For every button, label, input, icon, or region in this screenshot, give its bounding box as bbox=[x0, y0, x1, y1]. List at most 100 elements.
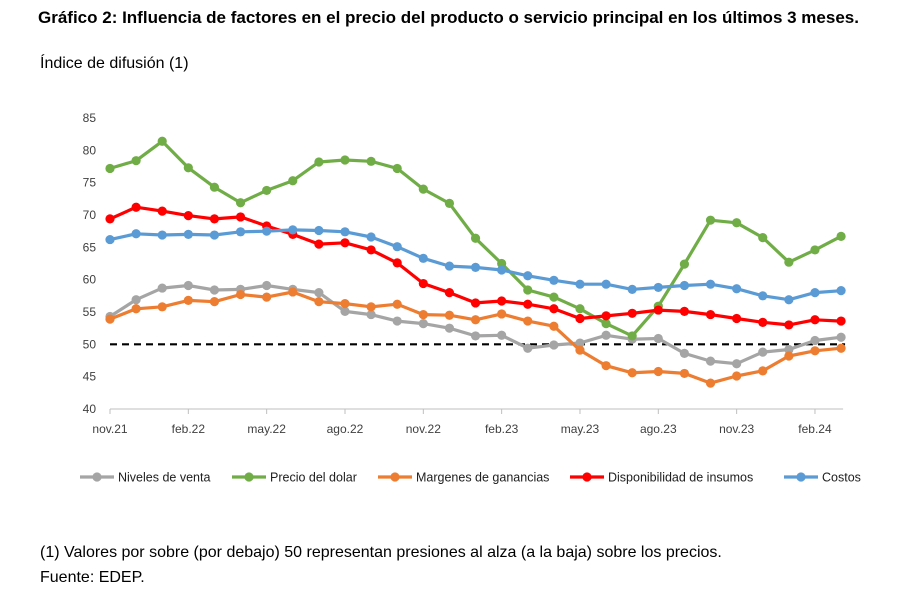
data-point bbox=[784, 344, 794, 355]
data-point bbox=[758, 317, 768, 327]
data-point bbox=[209, 182, 220, 192]
y-tick-label: 50 bbox=[83, 337, 97, 351]
data-point bbox=[366, 156, 376, 166]
data-point bbox=[810, 245, 820, 255]
data-point bbox=[497, 309, 507, 319]
footnote-explanation: (1) Valores por sobre (por debajo) 50 re… bbox=[40, 544, 722, 561]
data-point bbox=[209, 230, 220, 240]
data-point bbox=[157, 206, 167, 216]
legend-swatch-marker bbox=[582, 472, 592, 482]
data-point bbox=[575, 304, 585, 314]
legend-swatch-marker bbox=[796, 472, 806, 482]
data-point bbox=[732, 284, 742, 294]
data-point bbox=[705, 309, 716, 320]
data-point bbox=[549, 304, 559, 314]
data-point bbox=[235, 289, 246, 300]
legend-entry-label: Disponibilidad de insumos bbox=[608, 471, 753, 485]
data-point bbox=[549, 340, 559, 350]
x-tick-label: feb.23 bbox=[485, 422, 519, 436]
x-tick-label: nov.22 bbox=[406, 422, 441, 436]
x-tick-label: feb.24 bbox=[798, 422, 832, 436]
data-point bbox=[653, 282, 663, 293]
data-point bbox=[183, 211, 193, 221]
data-point bbox=[523, 316, 533, 326]
data-point bbox=[340, 306, 350, 316]
data-point bbox=[288, 225, 298, 235]
data-point bbox=[836, 316, 846, 326]
data-point bbox=[758, 366, 768, 376]
data-point bbox=[444, 198, 455, 208]
data-point bbox=[679, 348, 690, 358]
data-point bbox=[653, 305, 663, 315]
data-point bbox=[340, 238, 350, 248]
data-point bbox=[627, 368, 637, 378]
data-point bbox=[810, 335, 820, 346]
data-point bbox=[784, 257, 794, 267]
data-point bbox=[131, 229, 141, 239]
data-point bbox=[157, 230, 167, 240]
data-point bbox=[836, 332, 846, 342]
data-point bbox=[732, 313, 742, 324]
data-point bbox=[705, 378, 716, 388]
data-point bbox=[784, 295, 794, 305]
data-point bbox=[314, 297, 324, 307]
data-point bbox=[732, 218, 742, 228]
data-point bbox=[705, 356, 716, 366]
data-point bbox=[758, 347, 768, 357]
series-line-0 bbox=[109, 283, 842, 366]
y-tick-label: 65 bbox=[83, 240, 97, 254]
data-point bbox=[810, 315, 820, 325]
data-point bbox=[183, 280, 193, 291]
data-point bbox=[314, 288, 324, 298]
footnotes: (1) Valores por sobre (por debajo) 50 re… bbox=[40, 540, 722, 590]
data-point bbox=[157, 136, 167, 146]
data-point bbox=[627, 331, 637, 341]
data-point bbox=[575, 338, 585, 348]
data-point bbox=[392, 163, 402, 174]
data-point bbox=[418, 278, 428, 289]
data-point bbox=[262, 280, 272, 291]
legend-swatch-marker bbox=[244, 472, 254, 482]
data-point bbox=[314, 239, 324, 249]
data-point bbox=[836, 343, 846, 353]
data-point bbox=[183, 295, 193, 305]
data-point bbox=[497, 296, 507, 306]
data-point bbox=[209, 214, 220, 224]
data-point bbox=[418, 319, 428, 329]
data-point bbox=[366, 302, 376, 312]
data-point bbox=[497, 265, 507, 275]
data-point bbox=[418, 253, 428, 263]
data-point bbox=[470, 262, 481, 272]
data-point bbox=[470, 331, 481, 341]
data-point bbox=[601, 330, 611, 340]
data-point bbox=[131, 295, 141, 305]
data-point bbox=[470, 298, 481, 308]
data-point bbox=[549, 292, 559, 302]
data-point bbox=[523, 285, 533, 295]
data-point bbox=[392, 299, 402, 309]
data-point bbox=[444, 288, 455, 298]
legend-entry-label: Niveles de venta bbox=[118, 471, 210, 485]
data-point bbox=[340, 298, 350, 309]
legend-entry-label: Margenes de ganancias bbox=[416, 471, 549, 485]
y-tick-label: 85 bbox=[83, 111, 97, 125]
y-tick-label: 80 bbox=[83, 143, 97, 157]
x-tick-label: nov.21 bbox=[92, 422, 127, 436]
data-point bbox=[418, 309, 428, 320]
y-tick-label: 60 bbox=[83, 273, 97, 287]
data-point bbox=[679, 259, 690, 269]
data-point bbox=[601, 311, 611, 321]
legend-entry-label: Costos bbox=[822, 471, 861, 485]
y-tick-label: 55 bbox=[83, 305, 97, 319]
data-point bbox=[758, 233, 768, 243]
data-point bbox=[392, 258, 402, 268]
data-point bbox=[784, 351, 794, 361]
data-point bbox=[601, 279, 611, 289]
x-tick-label: ago.22 bbox=[327, 422, 364, 436]
data-point bbox=[340, 227, 350, 237]
data-point bbox=[810, 346, 820, 356]
data-point bbox=[836, 286, 846, 296]
data-point bbox=[705, 215, 716, 225]
data-point bbox=[262, 292, 272, 302]
